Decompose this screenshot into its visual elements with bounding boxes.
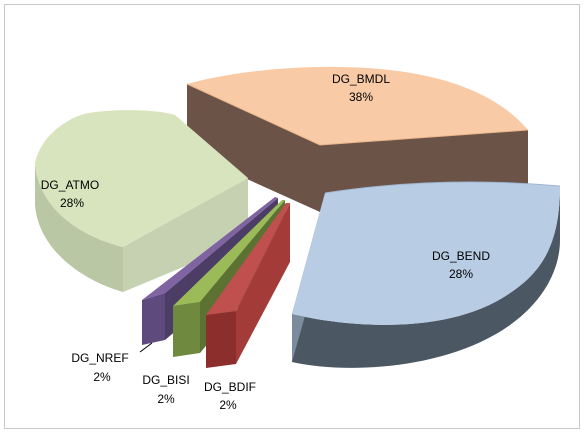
pie-slice-dg-atmo [35, 110, 248, 292]
label-dg-bisi-name: DG_BISI [142, 373, 189, 387]
label-dg-bend-percent: 28% [449, 267, 473, 281]
label-dg-bdif-name: DG_BDIF [204, 380, 256, 394]
pie-slice-dg-bend [292, 181, 561, 368]
pie-slice-dg-bmdl [186, 66, 529, 212]
label-dg-atmo-percent: 28% [60, 196, 84, 210]
label-dg-bdif-percent: 2% [219, 398, 237, 412]
label-dg-bisi-percent: 2% [157, 392, 175, 406]
label-dg-bend-name: DG_BEND [432, 249, 490, 263]
leader-line-dg-nref [139, 342, 153, 353]
pie-slice-dg-bdif [206, 203, 290, 368]
label-dg-atmo-name: DG_ATMO [41, 178, 99, 192]
label-dg-nref-percent: 2% [93, 370, 111, 384]
label-dg-bmdl-name: DG_BMDL [332, 72, 390, 86]
label-dg-nref-name: DG_NREF [71, 351, 128, 365]
label-dg-bmdl-percent: 38% [349, 90, 373, 104]
